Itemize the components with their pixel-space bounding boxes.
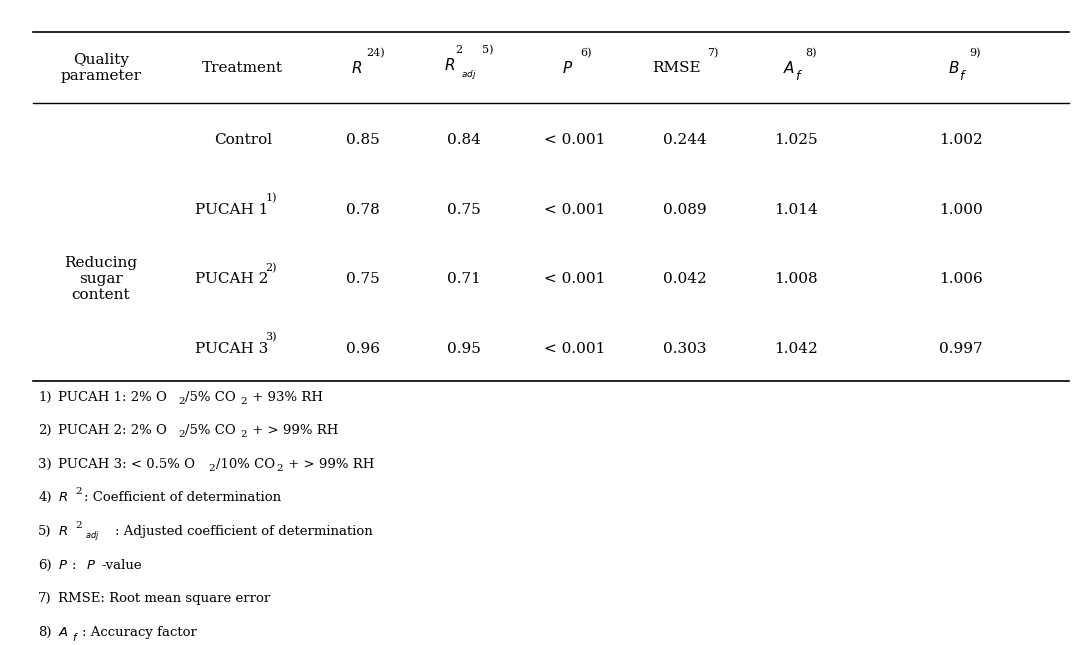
Text: 7): 7) <box>707 48 718 58</box>
Text: PUCAH 3: < 0.5% O: PUCAH 3: < 0.5% O <box>58 458 195 471</box>
Text: 1.025: 1.025 <box>775 133 818 147</box>
Text: $P$: $P$ <box>58 559 68 571</box>
Text: 2: 2 <box>178 430 184 439</box>
Text: < 0.001: < 0.001 <box>543 342 606 356</box>
Text: 2: 2 <box>208 464 215 473</box>
Text: 8): 8) <box>38 626 51 639</box>
Text: 0.95: 0.95 <box>446 342 481 356</box>
Text: : Coefficient of determination: : Coefficient of determination <box>84 491 281 504</box>
Text: 2: 2 <box>75 487 82 496</box>
Text: 1.042: 1.042 <box>775 342 818 356</box>
Text: < 0.001: < 0.001 <box>543 133 606 147</box>
Text: 0.96: 0.96 <box>346 342 380 356</box>
Text: /5% CO: /5% CO <box>185 391 237 404</box>
Text: 0.303: 0.303 <box>663 342 707 356</box>
Text: $A$: $A$ <box>782 60 795 75</box>
Text: $R$: $R$ <box>444 57 455 72</box>
Text: $P$: $P$ <box>86 559 96 571</box>
Text: < 0.001: < 0.001 <box>543 272 606 286</box>
Text: PUCAH 2: PUCAH 2 <box>195 272 268 286</box>
Text: PUCAH 2: 2% O: PUCAH 2: 2% O <box>58 424 167 437</box>
Text: Quality
parameter: Quality parameter <box>60 53 142 83</box>
Text: 0.71: 0.71 <box>446 272 481 286</box>
Text: 0.244: 0.244 <box>663 133 707 147</box>
Text: 0.85: 0.85 <box>346 133 380 147</box>
Text: 1.002: 1.002 <box>939 133 983 147</box>
Text: 7): 7) <box>38 592 51 605</box>
Text: 2: 2 <box>75 521 82 530</box>
Text: 6): 6) <box>580 48 592 58</box>
Text: 0.78: 0.78 <box>346 203 380 217</box>
Text: $_{adj}$: $_{adj}$ <box>85 529 99 542</box>
Text: 1.008: 1.008 <box>775 272 818 286</box>
Text: 2: 2 <box>240 430 247 439</box>
Text: 1.006: 1.006 <box>939 272 983 286</box>
Text: + > 99% RH: + > 99% RH <box>284 458 374 471</box>
Text: 2: 2 <box>456 45 463 55</box>
Text: $A$: $A$ <box>58 626 69 639</box>
Text: Control: Control <box>214 133 272 147</box>
Text: 8): 8) <box>805 48 816 58</box>
Text: 2: 2 <box>276 464 283 473</box>
Text: 1): 1) <box>265 193 277 203</box>
Text: $f$: $f$ <box>959 69 968 83</box>
Text: 0.997: 0.997 <box>939 342 983 356</box>
Text: 0.75: 0.75 <box>346 272 380 286</box>
Text: PUCAH 3: PUCAH 3 <box>195 342 268 356</box>
Text: $f$: $f$ <box>794 69 803 83</box>
Text: /5% CO: /5% CO <box>185 424 237 437</box>
Text: Treatment: Treatment <box>202 61 284 75</box>
Text: -value: -value <box>101 559 142 571</box>
Text: PUCAH 1: 2% O: PUCAH 1: 2% O <box>58 391 167 404</box>
Text: 2): 2) <box>265 263 277 273</box>
Text: 3): 3) <box>265 332 277 342</box>
Text: 5): 5) <box>38 525 51 538</box>
Text: 3): 3) <box>38 458 51 471</box>
Text: $_{adj}$: $_{adj}$ <box>461 68 477 81</box>
Text: 0.089: 0.089 <box>663 203 707 217</box>
Text: 9): 9) <box>970 48 981 58</box>
Text: :: : <box>72 559 85 571</box>
Text: RMSE: RMSE <box>652 61 700 75</box>
Text: PUCAH 1: PUCAH 1 <box>195 203 268 217</box>
Text: $P$: $P$ <box>562 60 574 75</box>
Text: $B$: $B$ <box>948 60 959 75</box>
Text: Reducing
sugar
content: Reducing sugar content <box>64 256 137 303</box>
Text: $f$: $f$ <box>72 631 79 642</box>
Text: 1.000: 1.000 <box>939 203 983 217</box>
Text: /10% CO: /10% CO <box>216 458 275 471</box>
Text: 5): 5) <box>482 45 493 55</box>
Text: 2: 2 <box>240 397 247 406</box>
Text: 2: 2 <box>178 397 184 406</box>
Text: 4): 4) <box>38 491 51 504</box>
Text: 1): 1) <box>38 391 51 404</box>
Text: RMSE: Root mean square error: RMSE: Root mean square error <box>58 592 271 605</box>
Text: + 93% RH: + 93% RH <box>248 391 323 404</box>
Text: 1.014: 1.014 <box>775 203 818 217</box>
Text: $R$: $R$ <box>58 491 68 504</box>
Text: 2): 2) <box>38 424 51 437</box>
Text: $R$: $R$ <box>350 60 362 75</box>
Text: 0.84: 0.84 <box>446 133 481 147</box>
Text: < 0.001: < 0.001 <box>543 203 606 217</box>
Text: 24): 24) <box>367 48 385 58</box>
Text: + > 99% RH: + > 99% RH <box>248 424 338 437</box>
Text: 6): 6) <box>38 559 51 571</box>
Text: 0.75: 0.75 <box>447 203 480 217</box>
Text: 0.042: 0.042 <box>663 272 707 286</box>
Text: $R$: $R$ <box>58 525 68 538</box>
Text: : Accuracy factor: : Accuracy factor <box>82 626 196 639</box>
Text: : Adjusted coefficient of determination: : Adjusted coefficient of determination <box>115 525 372 538</box>
